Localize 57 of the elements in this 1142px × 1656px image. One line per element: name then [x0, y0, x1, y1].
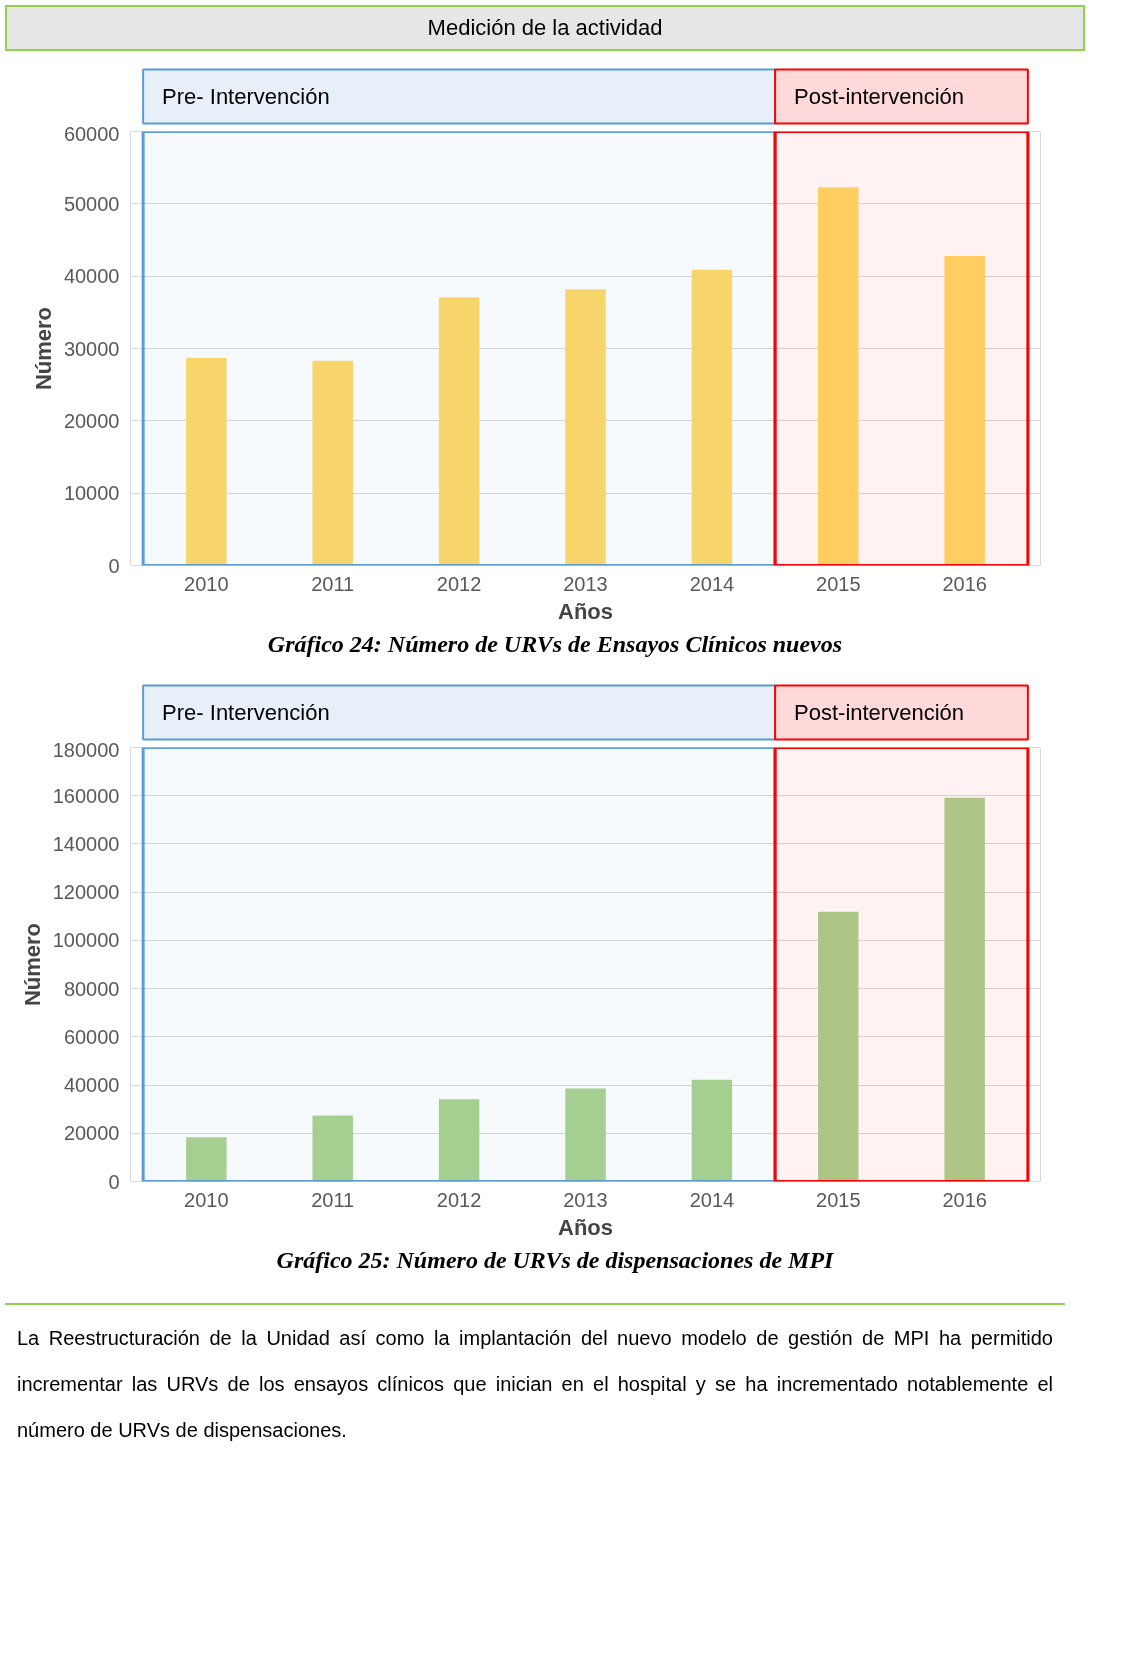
y-axis-title: Número — [30, 306, 56, 391]
x-tick-label: 2010 — [184, 1188, 229, 1211]
y-tick-label: 10000 — [63, 482, 120, 505]
y-tick-label: 20000 — [63, 1122, 120, 1145]
text: Gráfico 24: Número de URVs de Ensayos Clínicos nuevos — [266, 631, 844, 658]
x-tick-label: 2011 — [311, 1188, 355, 1211]
x-tick-label: 2015 — [816, 1188, 861, 1211]
x-tick-label: 2016 — [942, 572, 987, 595]
text: Gráfico 25: Número de URVs de dispensaciones de MPI — [275, 1247, 835, 1274]
y-tick-label: 120000 — [52, 881, 120, 904]
x-tick-label: 2015 — [816, 572, 861, 595]
y-tick-label: 40000 — [63, 1074, 120, 1097]
bar — [565, 289, 606, 566]
x-tick-label: 2012 — [436, 1188, 482, 1211]
bar — [186, 357, 227, 566]
x-tick-label: 2016 — [942, 1188, 987, 1211]
chart-title: Medición de la actividad — [5, 5, 1085, 51]
band-label: Pre- Intervención — [162, 700, 330, 725]
bar — [438, 1099, 480, 1182]
x-tick-label: 2010 — [184, 572, 229, 595]
band-label: Post-intervención — [794, 84, 965, 109]
y-tick-label: 60000 — [63, 122, 120, 145]
bar — [186, 1137, 227, 1182]
x-tick-label: 2011 — [311, 572, 355, 595]
y-tick-label: 0 — [108, 554, 120, 577]
bar — [438, 297, 480, 566]
y-tick-label: 80000 — [63, 977, 120, 1000]
x-tick-label: 2014 — [689, 572, 735, 595]
y-tick-label: 40000 — [63, 265, 120, 288]
bar — [818, 911, 859, 1182]
y-tick-label: 160000 — [52, 784, 120, 807]
bar — [312, 1115, 353, 1182]
bar — [565, 1088, 606, 1182]
y-tick-label: 30000 — [63, 337, 120, 360]
x-tick-label: 2014 — [689, 1188, 735, 1211]
bar — [691, 269, 733, 566]
bar — [691, 1079, 733, 1182]
y-tick-label: 100000 — [52, 929, 120, 952]
y-tick-label: 60000 — [63, 1025, 120, 1048]
y-tick-label: 0 — [108, 1170, 120, 1193]
band-label: Post-intervención — [794, 700, 965, 725]
band-label: Pre- Intervención — [162, 84, 330, 109]
x-tick-label: 2012 — [436, 572, 482, 595]
bar — [818, 187, 859, 566]
text: La Reestructuración de la Unidad así como la implantación del nuevo modelo de gestión de MPI ha permitido incrementar las URVs de los ensayos clínicos que inician en el hospital y se ha incrementado notablemente el número de URVs de dispensaciones. — [17, 1327, 1053, 1441]
bar — [944, 797, 985, 1182]
x-axis-title: Años — [558, 1214, 613, 1240]
y-tick-label: 180000 — [52, 738, 120, 761]
x-tick-label: 2013 — [563, 1188, 608, 1211]
bar — [944, 255, 985, 566]
x-axis-title: Años — [558, 598, 613, 624]
y-axis-title: Número — [19, 922, 45, 1007]
bar — [312, 360, 353, 566]
y-tick-label: 140000 — [52, 832, 120, 855]
x-tick-label: 2013 — [563, 572, 608, 595]
y-tick-label: 50000 — [63, 192, 120, 215]
y-tick-label: 20000 — [63, 409, 120, 432]
